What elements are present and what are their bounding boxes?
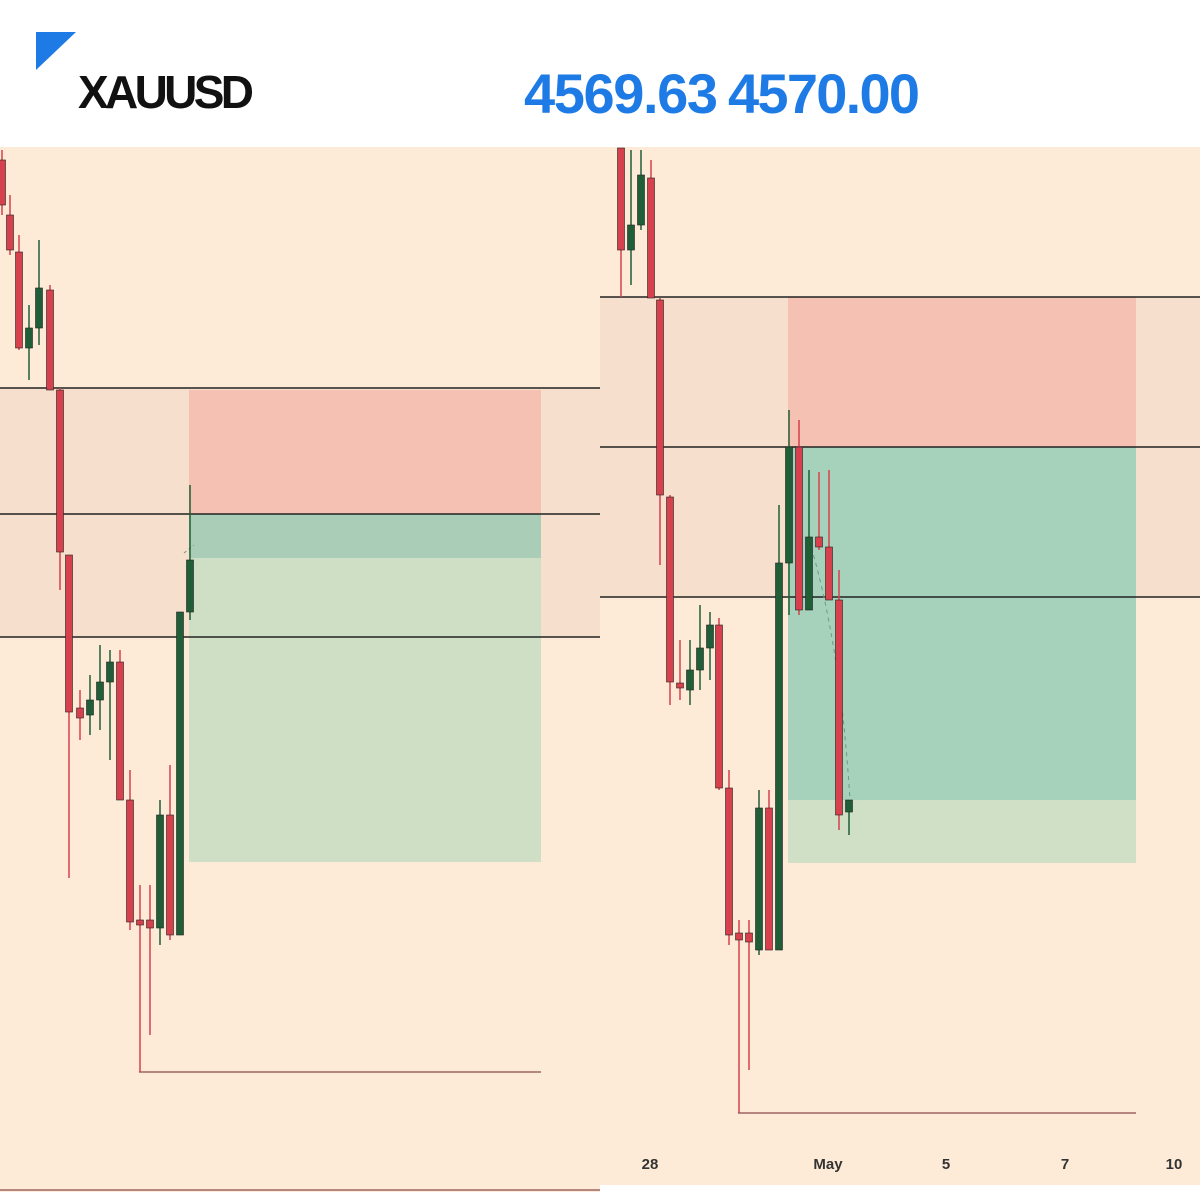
stop-zone xyxy=(189,390,541,514)
time-label: 7 xyxy=(1061,1156,1069,1173)
candle-body xyxy=(775,562,783,951)
candle-body xyxy=(56,389,64,553)
time-label: 5 xyxy=(942,1156,950,1173)
candle-body xyxy=(65,554,73,713)
time-label: 10 xyxy=(1166,1156,1183,1173)
candle-body xyxy=(686,669,694,691)
candle-body xyxy=(647,177,655,299)
candle-body xyxy=(765,807,773,951)
candle-body xyxy=(627,224,635,251)
time-label: May xyxy=(813,1156,843,1173)
candle-body xyxy=(6,214,14,251)
candle-body xyxy=(146,919,154,929)
candle-body xyxy=(176,611,184,936)
path-line xyxy=(183,544,195,554)
time-label: 28 xyxy=(642,1156,659,1173)
candle-body xyxy=(126,799,134,923)
candle-body xyxy=(785,446,793,564)
candle-body xyxy=(805,536,813,611)
candle-body xyxy=(696,647,704,671)
ask-price: 4570.00 xyxy=(728,62,920,125)
candle-body xyxy=(676,682,684,689)
candle-body xyxy=(835,599,843,816)
candle-body xyxy=(617,147,625,251)
candle-body xyxy=(136,919,144,926)
candle-body xyxy=(186,559,194,613)
candle-body xyxy=(15,251,23,349)
candle-body xyxy=(96,681,104,701)
candle-body xyxy=(706,624,714,649)
candle-body xyxy=(46,289,54,391)
candle-body xyxy=(35,287,43,329)
bid-price: 4569.63 xyxy=(524,62,718,125)
candle-body xyxy=(755,807,763,951)
candle-body xyxy=(825,546,833,601)
candle-body xyxy=(715,624,723,789)
candle-body xyxy=(656,299,664,496)
candle-body xyxy=(815,536,823,548)
candle-body xyxy=(156,814,164,929)
target-zone xyxy=(189,514,541,558)
candle-body xyxy=(795,446,803,611)
candle-body xyxy=(25,327,33,349)
logo xyxy=(36,32,76,70)
candle-body xyxy=(745,932,753,943)
target-zone xyxy=(189,558,541,862)
candle-body xyxy=(725,787,733,936)
stop-zone xyxy=(788,297,1136,447)
candle-body xyxy=(166,814,174,936)
path-line xyxy=(808,539,851,801)
target-zone xyxy=(788,447,1136,800)
candle-body xyxy=(0,159,6,206)
candle-body xyxy=(637,174,645,226)
candle-body xyxy=(76,707,84,719)
candle-body xyxy=(666,496,674,683)
candle-body xyxy=(86,699,94,716)
candle-body xyxy=(106,661,114,683)
candle-body xyxy=(735,932,743,941)
candle-body xyxy=(845,799,853,813)
candle-body xyxy=(116,661,124,801)
symbol: XAUUSD xyxy=(78,66,254,118)
